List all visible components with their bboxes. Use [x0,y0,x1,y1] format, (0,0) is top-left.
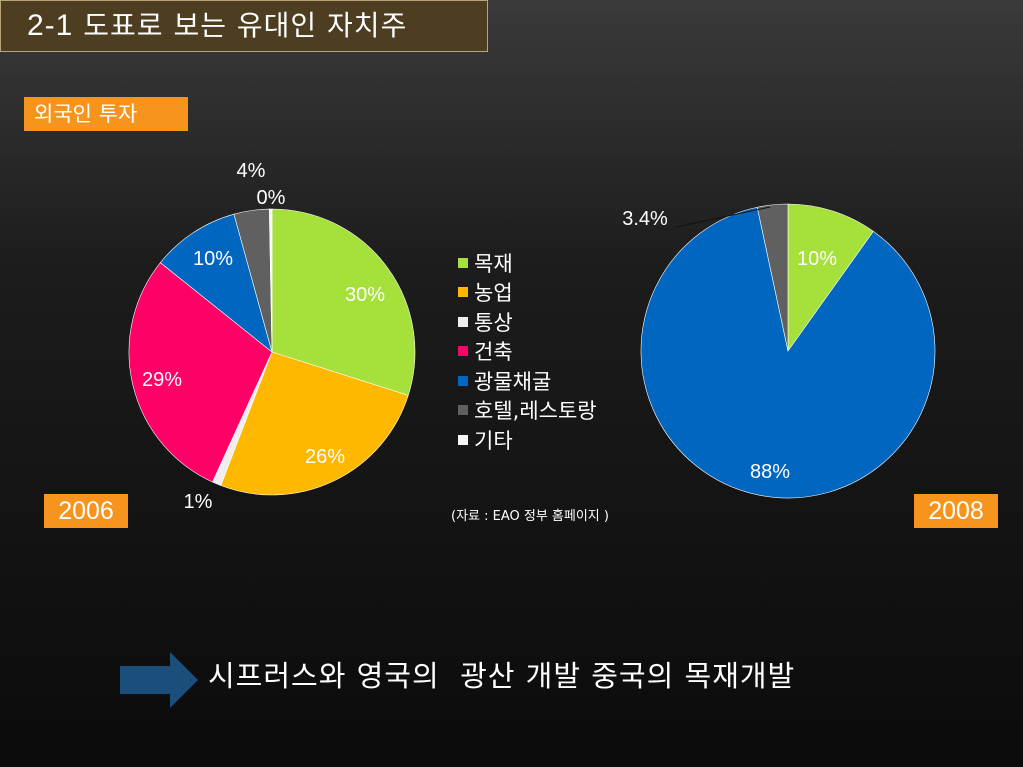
legend-item-mining: 광물채굴 [458,366,597,396]
pie-data-label: 26% [305,446,345,468]
pie-data-label: 88% [750,461,790,483]
pie-slice [159,213,273,353]
legend-swatch [458,375,468,386]
legend-swatch [458,257,468,268]
legend-label: 통상 [474,310,513,335]
legend-item-hotel-restaurant: 호텔,레스토랑 [458,396,597,426]
legend-label: 건축 [474,340,513,365]
pie-data-label: 0% [257,187,286,209]
legend-item-wood: 목재 [458,248,597,278]
pie-labels-2006: 30% 26% 1% 29% 10% 4% 0% [142,160,385,513]
pie-chart-2006 [128,208,416,496]
pie-labels-2008: 10% 88% 3.4% [622,206,837,483]
bottom-caption: 시프러스와 영국의 광산 개발 중국의 목재개발 [208,659,796,693]
source-note: (자료 : EAO 정부 홈페이지 ) [451,509,609,524]
title-text: 도표로 보는 유대인 자치주 [83,9,408,42]
legend-item-other: 기타 [458,425,597,455]
pie-slice [128,262,273,483]
legend-swatch [458,316,468,327]
pie-data-label: 10% [193,248,233,270]
pie-data-label: 3.4% [622,208,668,230]
pie-data-label: 1% [184,491,213,513]
legend-swatch [458,287,468,298]
foreign-investment-tag: 외국인 투자 [24,97,188,131]
legend-swatch [458,434,468,445]
pie-data-label: 29% [142,369,182,391]
page-title: 2-1 도표로 보는 유대인 자치주 [0,0,488,52]
pie-slice [756,203,789,352]
pie-data-label: 10% [797,248,837,270]
title-number: 2-1 [27,9,74,42]
pie-slice [271,208,416,396]
year-label-2008: 2008 [914,494,998,528]
legend-swatch [458,405,468,416]
arrow-right-icon [120,652,198,708]
pie-data-label: 30% [345,284,385,306]
legend-label: 목재 [474,251,513,276]
legend-label: 기타 [474,428,513,453]
pie-data-label: 4% [237,160,266,182]
pie-slice [787,203,874,352]
legend-item-trade: 통상 [458,307,597,337]
pie-slice [269,208,273,353]
legend-label: 광물채굴 [474,369,552,394]
year-label-2006: 2006 [44,494,128,528]
legend-item-agriculture: 농업 [458,278,597,308]
leader-line [675,206,771,228]
legend: 목재 농업 통상 건축 광물채굴 호텔,레스토랑 기타 [458,248,597,455]
pie-slice [640,206,936,499]
legend-label: 농업 [474,281,513,306]
legend-item-construction: 건축 [458,337,597,367]
legend-label: 호텔,레스토랑 [474,399,597,424]
legend-swatch [458,346,468,357]
pie-slice [220,351,409,496]
pie-chart-2008 [640,203,936,499]
